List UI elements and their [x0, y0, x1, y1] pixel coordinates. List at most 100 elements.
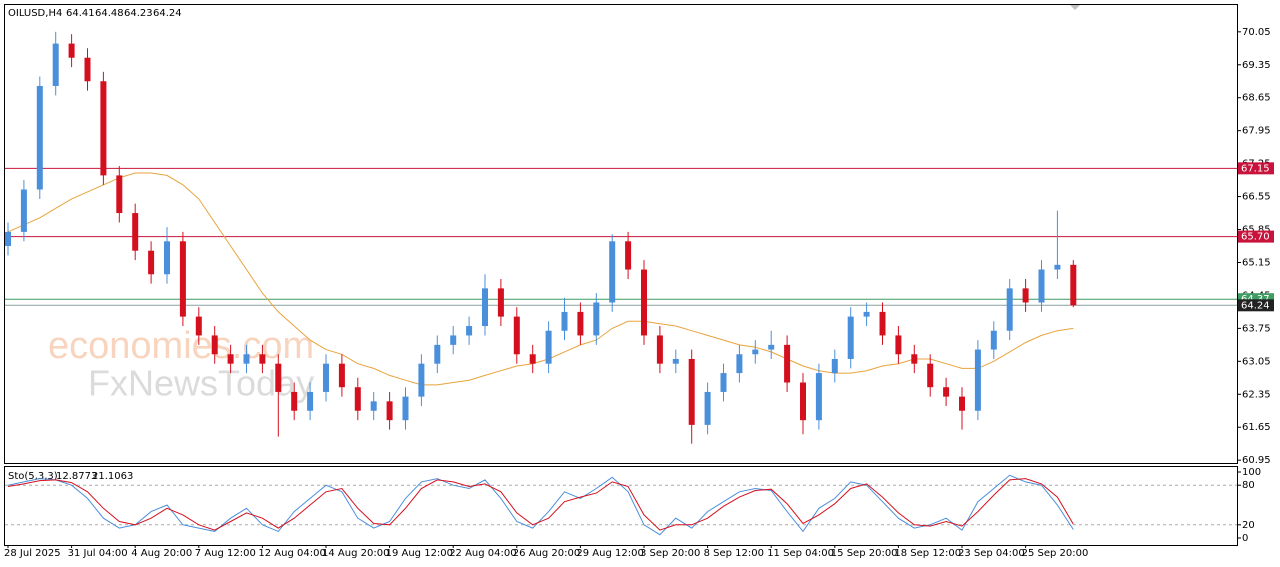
candle-body	[497, 288, 504, 317]
candle-body	[291, 391, 298, 411]
level-label: 65.70	[1241, 232, 1270, 243]
x-tick-label: 11 Sep 04:00	[767, 548, 834, 559]
candle-body	[20, 189, 27, 232]
candle-body	[52, 43, 59, 86]
x-tick-label: 23 Sep 04:00	[958, 548, 1025, 559]
candle-body	[338, 363, 345, 388]
candle-body	[784, 344, 791, 383]
quote-open: 64.41	[66, 8, 95, 19]
price-label-bg	[1238, 299, 1274, 312]
candle-body	[752, 349, 759, 355]
y-tick-label: 66.55	[1242, 192, 1271, 203]
level-label: 67.15	[1241, 163, 1270, 174]
candle-body	[482, 288, 488, 327]
candle-body	[227, 354, 234, 364]
quote-high: 64.48	[95, 8, 124, 19]
x-tick-label: 29 Aug 12:00	[576, 548, 643, 559]
candle-body	[36, 85, 43, 190]
candle-body	[1006, 288, 1013, 331]
candle-body	[5, 231, 11, 247]
candle-body	[323, 363, 329, 392]
candle-body	[943, 387, 950, 397]
candle-body	[704, 391, 711, 425]
candle-body	[863, 311, 870, 317]
y-tick-label: 20	[1242, 520, 1255, 531]
candle-body	[164, 241, 170, 275]
candle-body	[609, 241, 616, 303]
y-tick-label: 69.35	[1242, 60, 1271, 71]
candle-body	[831, 358, 838, 374]
stochastic-signal-line	[7, 478, 1074, 531]
y-tick-label: 63.75	[1242, 323, 1271, 334]
y-tick-label: 60.95	[1242, 455, 1271, 466]
level-label-bg	[1238, 230, 1274, 243]
x-tick-label: 18 Sep 12:00	[894, 548, 961, 559]
candle-body	[179, 241, 186, 317]
y-tick-label: 62.35	[1242, 389, 1271, 400]
x-tick-label: 28 Jul 2025	[4, 548, 61, 559]
candle-body	[1022, 288, 1029, 303]
candle-body	[672, 358, 679, 364]
x-tick-label: 12 Aug 04:00	[258, 548, 325, 559]
candle-body	[259, 354, 266, 364]
stochastic-label: Sto(5,3,3)	[8, 471, 58, 482]
candle-body	[84, 57, 91, 82]
candle-body	[847, 316, 854, 359]
candle-body	[593, 302, 600, 336]
candle-body	[895, 335, 902, 355]
candle-body	[513, 316, 520, 355]
candle-body	[641, 269, 647, 336]
candle-body	[275, 363, 282, 392]
y-tick-label: 80	[1242, 480, 1255, 491]
candle-body	[243, 354, 250, 364]
candle-body	[959, 396, 965, 411]
candle-body	[68, 43, 75, 58]
y-tick-label: 68.65	[1242, 93, 1271, 104]
candle-body	[195, 316, 202, 336]
x-tick-label: 25 Sep 20:00	[1022, 548, 1089, 559]
candle-body	[815, 373, 822, 421]
price-panel	[4, 4, 1238, 464]
candle-body	[450, 335, 457, 345]
candle-body	[974, 349, 981, 411]
y-tick-label: 65.15	[1242, 257, 1271, 268]
watermark: economies.com	[48, 325, 314, 367]
price-label: 64.24	[1241, 300, 1270, 311]
candle-body	[561, 311, 568, 331]
candle-body	[370, 401, 377, 411]
y-tick-label: 65.85	[1242, 225, 1271, 236]
symbol-title: OILUSD,H4	[8, 8, 62, 19]
y-tick-label: 100	[1242, 467, 1261, 478]
candle-body	[100, 81, 107, 176]
candle-body	[307, 391, 314, 411]
candle-body	[132, 213, 139, 251]
x-tick-label: 8 Sep 12:00	[704, 548, 764, 559]
candle-body	[211, 335, 218, 355]
moving-average	[7, 172, 1074, 386]
candle-body	[990, 330, 997, 350]
stochastic-main: 12.8773	[56, 471, 97, 482]
x-tick-label: 31 Jul 04:00	[68, 548, 128, 559]
quote-low: 64.23	[124, 8, 153, 19]
x-tick-label: 14 Aug 20:00	[322, 548, 389, 559]
candle-body	[1070, 264, 1077, 306]
x-tick-label: 7 Aug 12:00	[195, 548, 256, 559]
y-tick-label: 70.05	[1242, 27, 1271, 38]
x-tick-label: 4 Aug 20:00	[131, 548, 192, 559]
candle-body	[148, 250, 155, 275]
x-tick-label: 19 Aug 12:00	[386, 548, 453, 559]
quote-close: 64.24	[153, 8, 182, 19]
candle-body	[1054, 264, 1061, 270]
candle-body	[418, 363, 425, 397]
candle-body	[116, 175, 123, 214]
y-tick-label: 0	[1242, 533, 1248, 544]
stochastic-panel	[4, 466, 1238, 546]
candle-body	[434, 344, 441, 364]
level-label-bg	[1238, 162, 1274, 175]
candle-body	[688, 358, 695, 425]
candle-body	[736, 354, 743, 374]
shift-marker	[1070, 5, 1080, 10]
candle-body	[545, 330, 552, 364]
stochastic-main-line	[7, 474, 1074, 536]
